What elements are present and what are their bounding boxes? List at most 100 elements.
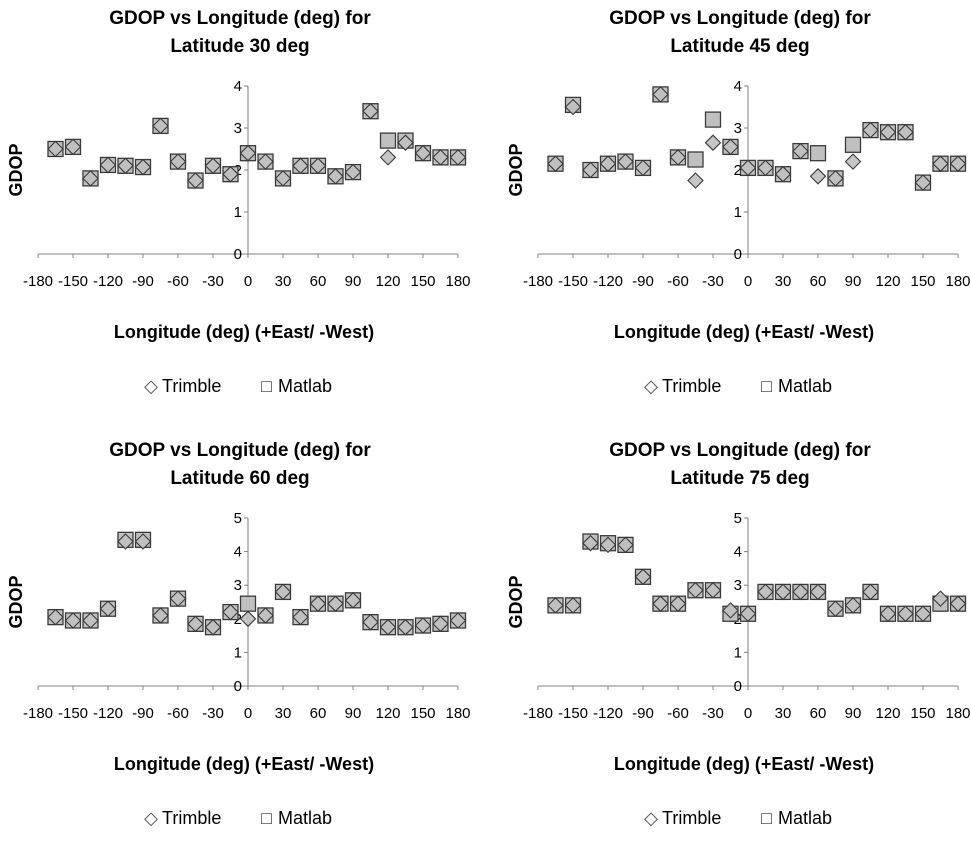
trimble-point: [897, 123, 914, 141]
trimble-point: [134, 533, 152, 550]
x-tick-label: -60: [667, 273, 689, 290]
trimble-point: [774, 165, 792, 183]
trimble-point: [827, 170, 844, 187]
legend-matlab-symbol: □: [761, 808, 772, 828]
x-tick-label: -90: [632, 705, 654, 722]
chart-title-line: Latitude 45 deg: [670, 36, 809, 57]
trimble-point: [722, 138, 739, 156]
legend: ◇ Trimble □ Matlab: [644, 376, 832, 396]
trimble-point: [292, 157, 309, 175]
x-tick-label: -30: [202, 273, 224, 290]
y-tick-label: 5: [234, 510, 242, 527]
trimble-point: [362, 613, 379, 631]
trimble-point: [582, 161, 599, 179]
x-tick-label: -60: [167, 705, 189, 722]
trimble-point: [47, 608, 64, 626]
trimble-point: [274, 583, 292, 601]
x-tick-label: -30: [202, 705, 224, 722]
trimble-point: [932, 155, 949, 172]
trimble-point: [599, 155, 617, 172]
trimble-point: [64, 612, 82, 629]
matlab-point: [687, 151, 704, 168]
trimble-point: [397, 134, 414, 151]
trimble-point: [257, 607, 274, 624]
trimble-point: [739, 605, 757, 623]
trimble-point: [652, 595, 669, 612]
trimble-point: [547, 597, 564, 614]
x-tick-label: -60: [167, 273, 189, 290]
x-tick-label: -180: [23, 705, 53, 722]
x-tick-label: -150: [558, 273, 588, 290]
trimble-point: [879, 605, 897, 623]
trimble-point: [669, 595, 687, 612]
trimble-point: [757, 159, 774, 177]
chart-title-line: Latitude 30 deg: [170, 36, 309, 57]
x-tick-label: 180: [445, 273, 470, 290]
trimble-point: [599, 536, 617, 554]
legend-matlab-symbol: □: [261, 376, 272, 396]
x-tick-label: 60: [810, 273, 827, 290]
x-tick-label: -180: [523, 705, 553, 722]
trimble-point: [222, 603, 239, 621]
trimble-point: [687, 172, 704, 189]
trimble-point: [187, 172, 204, 189]
y-tick-label: 0: [234, 678, 242, 695]
y-tick-label: 1: [234, 204, 242, 221]
trimble-point: [169, 590, 187, 607]
y-tick-label: 1: [734, 204, 742, 221]
chart-panel-lat75: GDOP vs Longitude (deg) for Latitude 75 d…: [500, 432, 970, 852]
x-axis-label: Longitude (deg) (+East/ -West): [614, 322, 874, 342]
trimble-point: [792, 583, 809, 601]
trimble-point: [379, 149, 397, 166]
trimble-point: [774, 583, 792, 601]
y-tick-label: 0: [734, 246, 742, 263]
x-tick-label: 120: [875, 273, 900, 290]
x-tick-label: 150: [910, 273, 935, 290]
y-tick-label: 3: [234, 120, 242, 137]
x-tick-label: -30: [702, 705, 724, 722]
trimble-point: [862, 121, 879, 139]
x-tick-label: 60: [310, 705, 327, 722]
trimble-point: [932, 590, 949, 607]
trimble-point: [414, 617, 432, 634]
matlab-point: [239, 595, 257, 612]
x-tick-label: 150: [410, 273, 435, 290]
trimble-point: [292, 608, 309, 626]
x-tick-label: -30: [702, 273, 724, 290]
legend-trimble-label: Trimble: [162, 376, 221, 396]
trimble-point: [809, 583, 827, 601]
x-tick-label: 60: [310, 273, 327, 290]
chart-title-line: GDOP vs Longitude (deg) for: [609, 440, 871, 461]
trimble-point: [152, 607, 169, 624]
trimble-point: [617, 153, 634, 170]
y-tick-label: 3: [234, 577, 242, 594]
legend-trimble-symbol: ◇: [644, 376, 658, 396]
trimble-point: [687, 581, 704, 599]
trimble-point: [222, 165, 239, 183]
x-tick-label: -60: [667, 705, 689, 722]
y-axis-label: GDOP: [506, 143, 526, 196]
x-tick-label: -90: [132, 273, 154, 290]
trimble-point: [914, 174, 932, 191]
trimble-point: [309, 157, 327, 175]
trimble-point: [117, 157, 134, 175]
trimble-point: [704, 581, 722, 599]
x-tick-label: 90: [845, 705, 862, 722]
x-axis-label: Longitude (deg) (+East/ -West): [614, 754, 874, 774]
trimble-point: [827, 600, 844, 617]
legend-matlab-label: Matlab: [278, 808, 332, 828]
trimble-point: [309, 595, 327, 612]
x-tick-label: 180: [445, 705, 470, 722]
legend-trimble-label: Trimble: [662, 808, 721, 828]
y-tick-label: 4: [234, 78, 242, 95]
x-tick-label: 150: [910, 705, 935, 722]
x-tick-label: -120: [93, 273, 123, 290]
x-tick-label: 0: [744, 705, 752, 722]
x-tick-label: -120: [593, 705, 623, 722]
chart-title-line: GDOP vs Longitude (deg) for: [109, 8, 371, 29]
legend-matlab-label: Matlab: [778, 808, 832, 828]
x-tick-label: 0: [244, 705, 252, 722]
trimble-point: [239, 610, 257, 628]
chart-title-line: GDOP vs Longitude (deg) for: [609, 8, 871, 29]
y-tick-label: 4: [234, 544, 242, 561]
